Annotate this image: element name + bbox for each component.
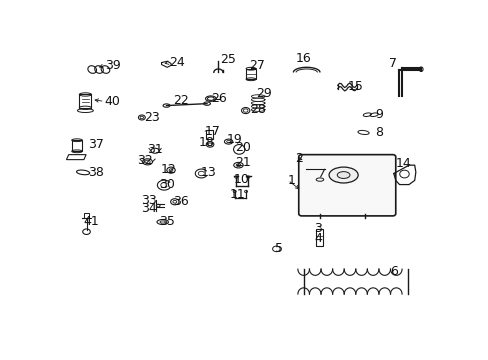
Text: 39: 39: [104, 59, 120, 72]
Text: 28: 28: [250, 103, 266, 116]
Text: 34: 34: [141, 202, 156, 215]
Text: 8: 8: [374, 126, 382, 139]
Text: 36: 36: [173, 195, 188, 208]
Text: 25: 25: [220, 53, 236, 66]
Text: 37: 37: [88, 139, 104, 152]
Text: 15: 15: [346, 80, 363, 93]
Text: 11: 11: [229, 188, 245, 201]
Text: 17: 17: [205, 125, 221, 138]
Text: 6: 6: [389, 265, 397, 278]
Text: 24: 24: [169, 56, 184, 69]
Text: 18: 18: [198, 136, 214, 149]
Text: 13: 13: [200, 166, 216, 179]
FancyBboxPatch shape: [298, 155, 395, 216]
Text: 29: 29: [256, 87, 271, 100]
Bar: [72, 140, 82, 151]
Text: 5: 5: [275, 242, 283, 255]
Text: 38: 38: [88, 166, 104, 179]
Text: 14: 14: [395, 157, 410, 170]
Text: 20: 20: [235, 141, 251, 154]
Text: 7: 7: [388, 58, 396, 71]
Ellipse shape: [328, 167, 357, 183]
Text: 40: 40: [104, 95, 121, 108]
Bar: [84, 213, 89, 218]
Bar: [315, 229, 322, 246]
Text: 9: 9: [374, 108, 382, 121]
Text: 31: 31: [147, 143, 163, 157]
Text: 12: 12: [160, 163, 176, 176]
Bar: [205, 130, 212, 139]
Bar: [245, 69, 255, 79]
Text: 32: 32: [137, 154, 152, 167]
Text: 1: 1: [287, 174, 295, 186]
Text: 35: 35: [159, 216, 174, 229]
Text: 10: 10: [233, 173, 248, 186]
Text: 3: 3: [314, 222, 322, 235]
Text: 26: 26: [210, 92, 226, 105]
Text: 19: 19: [226, 133, 242, 146]
Text: 27: 27: [248, 59, 264, 72]
Text: 16: 16: [296, 52, 311, 65]
Text: 4: 4: [314, 232, 322, 245]
Text: 22: 22: [173, 94, 188, 107]
Text: 21: 21: [235, 157, 251, 170]
Text: 2: 2: [295, 152, 303, 165]
Text: 33: 33: [141, 194, 156, 207]
Ellipse shape: [337, 172, 349, 179]
Text: 23: 23: [144, 111, 160, 124]
Text: 30: 30: [159, 178, 174, 191]
Bar: [79, 94, 91, 108]
Text: 41: 41: [84, 215, 100, 228]
